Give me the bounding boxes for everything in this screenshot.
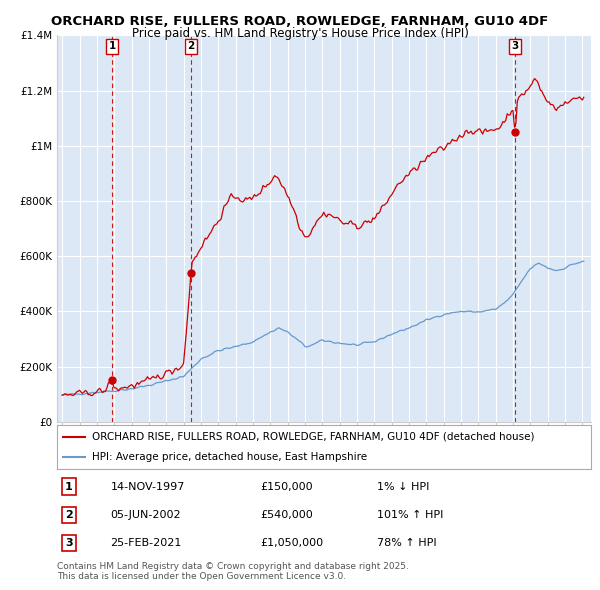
Text: Contains HM Land Registry data © Crown copyright and database right 2025.
This d: Contains HM Land Registry data © Crown c…: [57, 562, 409, 581]
Text: 78% ↑ HPI: 78% ↑ HPI: [377, 538, 437, 548]
Text: 3: 3: [65, 538, 73, 548]
Text: ORCHARD RISE, FULLERS ROAD, ROWLEDGE, FARNHAM, GU10 4DF (detached house): ORCHARD RISE, FULLERS ROAD, ROWLEDGE, FA…: [92, 432, 534, 442]
Text: 05-JUN-2002: 05-JUN-2002: [110, 510, 181, 520]
Text: 25-FEB-2021: 25-FEB-2021: [110, 538, 182, 548]
Text: Price paid vs. HM Land Registry's House Price Index (HPI): Price paid vs. HM Land Registry's House …: [131, 27, 469, 40]
Text: £1,050,000: £1,050,000: [260, 538, 323, 548]
Text: 101% ↑ HPI: 101% ↑ HPI: [377, 510, 444, 520]
Text: 2: 2: [65, 510, 73, 520]
Text: 14-NOV-1997: 14-NOV-1997: [110, 481, 185, 491]
Text: 2: 2: [187, 41, 194, 51]
Text: £150,000: £150,000: [260, 481, 313, 491]
Text: 3: 3: [511, 41, 518, 51]
Text: ORCHARD RISE, FULLERS ROAD, ROWLEDGE, FARNHAM, GU10 4DF: ORCHARD RISE, FULLERS ROAD, ROWLEDGE, FA…: [52, 15, 548, 28]
Text: 1: 1: [65, 481, 73, 491]
Text: HPI: Average price, detached house, East Hampshire: HPI: Average price, detached house, East…: [92, 452, 367, 462]
Text: 1: 1: [109, 41, 116, 51]
Text: 1% ↓ HPI: 1% ↓ HPI: [377, 481, 430, 491]
Text: £540,000: £540,000: [260, 510, 313, 520]
